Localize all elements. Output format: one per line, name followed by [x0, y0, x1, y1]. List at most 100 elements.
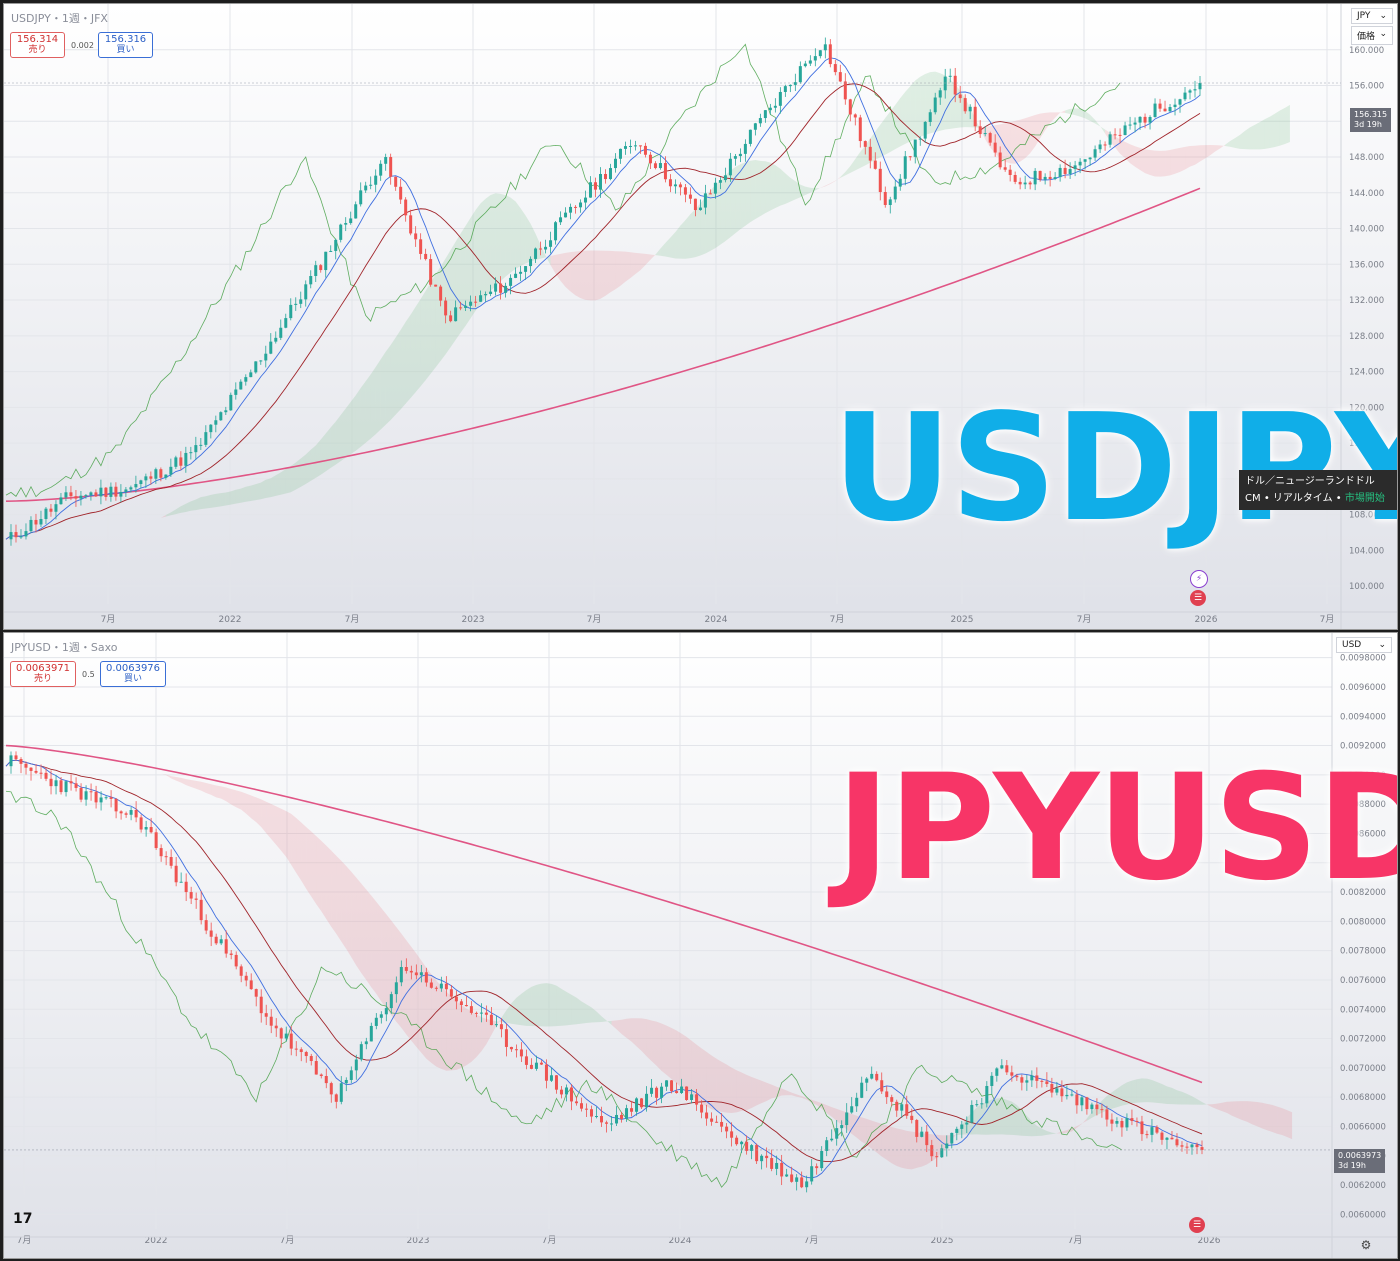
- candle-body: [873, 160, 877, 169]
- candle-body: [89, 492, 93, 496]
- ichimoku-cloud: [436, 980, 442, 1069]
- usdjpy-chart-canvas[interactable]: 160.000156.000152.000148.000144.000140.0…: [4, 4, 1397, 629]
- candle-body: [828, 44, 832, 65]
- candle-body: [955, 1128, 959, 1133]
- candle-body: [529, 1064, 533, 1069]
- ichimoku-cloud: [586, 1004, 592, 1024]
- ichimoku-cloud: [465, 217, 471, 326]
- ichimoku-cloud: [605, 250, 611, 296]
- candle-body: [209, 930, 213, 937]
- us-flag-icon[interactable]: ☰: [1190, 590, 1206, 606]
- candle-body: [234, 389, 238, 395]
- sell-button[interactable]: 156.314 売り: [10, 32, 65, 58]
- candle-body: [888, 199, 892, 205]
- candle-body: [915, 1120, 919, 1137]
- tradingview-logo[interactable]: 17: [13, 1211, 33, 1227]
- ichimoku-cloud: [896, 1128, 902, 1168]
- jpyusd-chart-panel[interactable]: 0.0098000 0.0096000 0.0094000 0.0092000 0.00…: [3, 632, 1398, 1259]
- ichimoku-cloud: [821, 1103, 827, 1114]
- buy-button[interactable]: 156.316 買い: [98, 32, 153, 58]
- price-mode-select[interactable]: 価格 ⌄: [1351, 26, 1393, 45]
- ichimoku-cloud: [546, 983, 552, 1027]
- candle-body: [304, 1052, 308, 1057]
- candle-body: [204, 432, 208, 445]
- ichimoku-cloud: [451, 996, 457, 1071]
- ichimoku-cloud: [506, 1003, 512, 1024]
- ichimoku-cloud: [621, 1018, 627, 1038]
- ichimoku-cloud: [165, 512, 171, 517]
- ichimoku-cloud: [540, 244, 546, 259]
- candle-body: [449, 315, 453, 322]
- ichimoku-cloud: [1252, 1101, 1258, 1127]
- candle-body: [1158, 103, 1162, 109]
- ichimoku-cloud: [1202, 1102, 1208, 1105]
- candle-body: [34, 519, 38, 525]
- ichimoku-cloud: [595, 250, 601, 301]
- ichimoku-cloud: [536, 983, 542, 1027]
- x-tick-label: 2024: [669, 1236, 692, 1246]
- ichimoku-cloud: [711, 1055, 717, 1111]
- ichimoku-cloud: [1015, 119, 1021, 164]
- x-tick-label: 2025: [951, 615, 974, 625]
- ichimoku-cloud: [895, 98, 901, 150]
- settings-gear-icon[interactable]: ⚙: [1360, 1238, 1372, 1252]
- candle-body: [464, 1005, 468, 1007]
- ichimoku-cloud: [556, 985, 562, 1027]
- candle-body: [923, 121, 927, 139]
- usdjpy-chart-panel[interactable]: 160.000156.000152.000148.000144.000140.0…: [3, 3, 1398, 630]
- ichimoku-cloud: [95, 535, 101, 540]
- candle-body: [1148, 117, 1152, 123]
- lightning-icon[interactable]: ⚡: [1190, 570, 1208, 588]
- ichimoku-cloud: [510, 197, 516, 273]
- candle-body: [494, 283, 498, 292]
- ichimoku-cloud: [306, 827, 312, 897]
- ichimoku-cloud: [1080, 108, 1086, 119]
- candle-body: [1150, 1127, 1154, 1135]
- ichimoku-cloud: [1165, 150, 1171, 177]
- ichimoku-cloud: [885, 111, 891, 155]
- candle-body: [339, 224, 343, 240]
- ichimoku-cloud: [1191, 1096, 1197, 1105]
- candle-body: [44, 508, 48, 520]
- candle-body: [469, 1006, 473, 1013]
- ichimoku-cloud: [361, 883, 367, 981]
- currency-select[interactable]: USD ⌄: [1336, 637, 1392, 653]
- ichimoku-cloud: [1065, 108, 1071, 114]
- candle-body: [144, 476, 148, 481]
- candle-body: [745, 1141, 749, 1151]
- ichimoku-cloud: [460, 225, 466, 333]
- candle-body: [765, 1155, 769, 1159]
- candle-body: [359, 190, 363, 205]
- us-flag-icon[interactable]: ☰: [1189, 1217, 1205, 1233]
- candle-body: [680, 1086, 684, 1094]
- candle-body: [429, 259, 433, 285]
- ichimoku-cloud: [1166, 1086, 1172, 1105]
- sell-button[interactable]: 0.0063971 売り: [10, 661, 76, 687]
- jpyusd-chart-canvas[interactable]: 0.0098000 0.0096000 0.0094000 0.0092000 0.00…: [4, 633, 1397, 1258]
- ichimoku-cloud: [1111, 1088, 1117, 1109]
- ichimoku-cloud: [1217, 1102, 1223, 1112]
- buy-button[interactable]: 0.0063976 買い: [100, 661, 166, 687]
- ichimoku-cloud: [606, 1020, 612, 1025]
- ichimoku-cloud: [731, 1067, 737, 1114]
- candle-body: [793, 82, 797, 85]
- candle-body: [134, 810, 138, 818]
- ichimoku-cloud: [291, 813, 297, 873]
- ichimoku-cloud: [275, 472, 281, 496]
- ichimoku-cloud: [665, 237, 671, 258]
- candle-body: [758, 118, 762, 124]
- candle-body: [399, 967, 403, 983]
- candle-body: [818, 50, 822, 57]
- ichimoku-cloud: [120, 531, 126, 533]
- candle-body: [960, 1124, 964, 1129]
- currency-select[interactable]: JPY ⌄: [1351, 8, 1393, 24]
- y-tick-label: 0.0080000: [1340, 917, 1386, 927]
- ichimoku-cloud: [756, 1078, 762, 1106]
- ichimoku-cloud: [850, 159, 856, 173]
- y-tick-label: 0.0084000: [1340, 859, 1386, 869]
- ichimoku-cloud: [181, 777, 187, 786]
- ichimoku-cloud: [981, 1101, 987, 1135]
- candle-body: [399, 186, 403, 200]
- candle-body: [559, 1089, 563, 1095]
- ichimoku-cloud: [1090, 114, 1096, 124]
